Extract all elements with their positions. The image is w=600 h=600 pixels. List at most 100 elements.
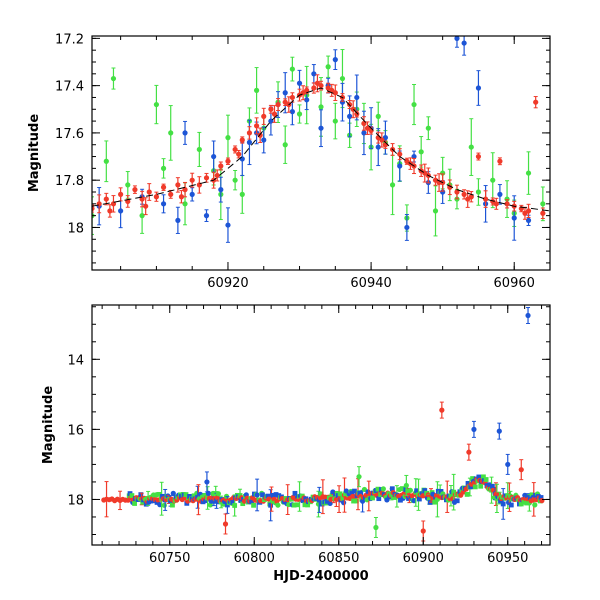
- point-red: [539, 498, 545, 504]
- point-green: [305, 502, 311, 508]
- point-blue: [143, 501, 149, 507]
- point-blue: [468, 484, 474, 490]
- point-red-71: [329, 83, 335, 97]
- point-green: [532, 502, 538, 508]
- point-blue: [325, 498, 330, 504]
- point-red-63: [540, 207, 546, 220]
- point-blue: [187, 494, 192, 499]
- x-tick-label-0-1: 60940: [350, 276, 391, 291]
- point-red-37: [354, 110, 360, 118]
- top-model-curve: [91, 87, 551, 212]
- point-red-4: [118, 187, 124, 202]
- point-blue-8: [225, 207, 231, 243]
- point-blue: [138, 492, 144, 498]
- zoomed-light-curve-panel: 60920 60940 60960 17.2 17.4 17.6 17.8 18 Magnit…: [27, 32, 551, 291]
- x-tick-label-0-0: 60920: [207, 276, 248, 291]
- point-green: [132, 501, 137, 506]
- point-blue: [422, 488, 428, 493]
- point-red-68: [236, 149, 242, 159]
- point-blue: [525, 493, 530, 498]
- point-green: [432, 499, 438, 505]
- point-green-24: [325, 55, 331, 78]
- y-tick-label-0-0: 17.2: [55, 32, 84, 47]
- point-blue-20: [318, 109, 324, 148]
- point-red-13: [182, 181, 188, 198]
- point-green: [481, 474, 486, 480]
- point-red-66: [178, 190, 185, 204]
- point-red-18: [218, 161, 224, 171]
- point-green-14: [239, 174, 245, 214]
- point-red-32: [318, 80, 324, 91]
- point-red-65: [143, 197, 149, 216]
- point-green: [464, 491, 470, 497]
- point-red-64: [107, 204, 113, 218]
- point-green-37: [418, 136, 424, 168]
- point-red-20: [232, 145, 238, 154]
- point-green-12: [225, 114, 231, 161]
- point-blue: [538, 495, 544, 500]
- point-blue: [292, 490, 298, 496]
- point-red-33: [325, 82, 331, 94]
- point-green-2: [110, 67, 117, 90]
- bottom-ticks: 60750 60800 60850 60900 60950 14 16 18: [67, 305, 550, 566]
- point-green-38: [425, 116, 431, 141]
- point-red-19: [225, 157, 231, 165]
- point-green: [375, 486, 381, 492]
- point-green-21: [296, 104, 303, 124]
- point-red-6: [132, 185, 138, 194]
- point-blue-38: [497, 184, 503, 205]
- point-green: [215, 491, 222, 497]
- point-blue: [527, 495, 533, 500]
- point-green-39: [432, 185, 439, 237]
- y-tick-label-1-0: 14: [67, 353, 84, 368]
- outlier-3: [525, 307, 531, 325]
- point-green: [399, 486, 405, 491]
- point-blue: [389, 486, 395, 492]
- point-blue-3: [160, 194, 167, 214]
- point-green: [351, 498, 357, 504]
- outlier-2: [496, 422, 502, 440]
- point-green-33: [389, 154, 396, 216]
- point-blue-43: [404, 214, 410, 241]
- point-red-57: [497, 157, 503, 166]
- point-green: [391, 495, 397, 500]
- point-blue: [454, 498, 460, 504]
- point-green: [380, 486, 386, 492]
- point-red-2: [103, 192, 109, 206]
- point-green: [518, 501, 524, 507]
- y-tick-label-0-2: 17.6: [55, 127, 84, 142]
- point-blue: [414, 488, 420, 494]
- point-blue: [230, 500, 236, 505]
- point-green-16: [253, 67, 260, 114]
- point-green-25: [332, 102, 338, 140]
- point-blue: [154, 500, 160, 505]
- outlier-7: [356, 466, 362, 488]
- point-green-9: [196, 131, 202, 167]
- point-blue: [438, 489, 444, 494]
- point-red-24: [261, 107, 267, 125]
- point-green-36: [411, 84, 417, 126]
- point-red-34: [332, 84, 338, 101]
- point-green-31: [375, 101, 381, 132]
- point-blue: [265, 493, 271, 499]
- y-tick-label-0-1: 17.4: [55, 80, 84, 95]
- point-blue: [254, 478, 260, 512]
- full-light-curve-panel: 60750 60800 60850 60900 60950 14 16 18 Magnitud…: [41, 304, 551, 584]
- y-tick-label-1-2: 18: [67, 493, 84, 508]
- outlier-8: [403, 474, 409, 496]
- point-red-55: [482, 190, 489, 208]
- point-green: [170, 502, 175, 508]
- point-red: [471, 480, 477, 486]
- point-red-83: [422, 163, 428, 183]
- point-red-10: [160, 183, 167, 191]
- point-green-46: [504, 180, 510, 218]
- point-blue: [249, 499, 255, 505]
- point-green: [156, 491, 162, 497]
- point-green: [291, 502, 297, 508]
- point-green-19: [282, 125, 288, 164]
- point-green: [240, 501, 246, 507]
- outlier-5: [505, 453, 511, 475]
- point-green: [478, 483, 484, 489]
- point-red-28: [289, 92, 295, 103]
- point-green: [521, 499, 527, 505]
